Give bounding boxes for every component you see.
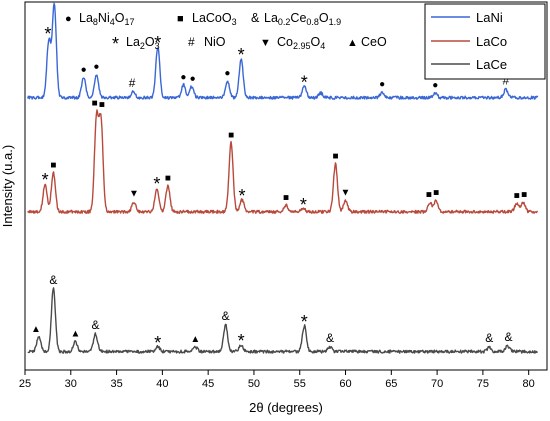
square-phase-marker: ■ [165,173,171,184]
phase-label-co295o4: Co2.95O4 [277,35,325,51]
x-tick-label-80: 80 [523,378,535,390]
circle-phase-marker: ● [432,80,438,91]
triangle-down-phase-marker: ▼ [341,188,351,199]
circle-phase-marker: ● [224,68,230,79]
square-phase-marker: ■ [283,192,289,203]
circle-phase-marker: ● [180,72,186,83]
legend-label-lace: LaCe [476,57,507,72]
asterisk-phase-marker: * [238,45,245,65]
hash-phase-marker: # [129,76,136,90]
triangle-down-marker-icon: ▼ [260,37,271,49]
triangle-up-phase-marker: ▲ [70,329,80,340]
phase-legend-item-lacoo3: ■ LaCoO3 [177,11,237,27]
triangle-up-phase-marker: ▲ [190,334,200,345]
square-marker-icon: ■ [177,13,184,25]
x-tick-label-60: 60 [339,378,351,390]
triangle-up-marker-icon: ▲ [347,37,358,49]
y-axis-label: Intensity (u.a.) [0,145,15,227]
x-axis: 25 30 35 40 45 50 55 60 65 70 75 80 [19,370,535,390]
phase-label-la2o3: La2O3 [126,35,160,51]
marker-layer: *●●●#*●●●**●●#*■■■▼*■■*■*■▼■■■■▲&▲&*▲&**… [31,0,527,353]
square-phase-marker: ■ [92,98,98,109]
legend-label-lani: LaNi [476,10,503,25]
asterisk-phase-marker: * [301,73,308,93]
ampersand-phase-marker: & [49,273,57,287]
square-phase-marker: ■ [228,130,234,141]
ampersand-phase-marker: & [326,331,334,345]
phase-legend-item-ceo: ▲ CeO [347,35,387,49]
square-phase-marker: ■ [521,190,527,201]
ampersand-phase-marker: & [91,318,99,332]
phase-legend-item-la8ni4o17: ● La8Ni4O17 [65,11,135,27]
asterisk-phase-marker: * [154,333,161,353]
triangle-down-phase-marker: ▼ [129,189,139,200]
phase-legend: ● La8Ni4O17 ■ LaCoO3 & La0.2Ce0.8O1.9 * … [65,11,387,54]
x-tick-label-75: 75 [477,378,489,390]
circle-marker-icon: ● [65,13,72,25]
square-phase-marker: ■ [50,160,56,171]
series-line-lani [27,2,539,100]
circle-phase-marker: ● [81,64,87,75]
hash-marker-icon: # [188,35,195,49]
square-phase-marker: ■ [99,100,105,111]
x-tick-label-65: 65 [385,378,397,390]
x-tick-label-45: 45 [202,378,214,390]
series-line-laco [27,109,539,214]
asterisk-phase-marker: * [154,33,161,53]
asterisk-phase-marker: * [238,186,245,206]
hash-phase-marker: # [502,73,509,87]
asterisk-phase-marker: * [300,195,307,215]
phase-label-lacoo3: LaCoO3 [192,11,237,27]
x-tick-label-35: 35 [110,378,122,390]
asterisk-phase-marker: * [153,174,160,194]
x-tick-label-55: 55 [294,378,306,390]
x-tick-label-40: 40 [156,378,168,390]
asterisk-phase-marker: * [42,170,49,190]
x-tick-label-30: 30 [65,378,77,390]
series-line-lace [27,287,538,354]
series-layer [27,2,539,354]
ampersand-phase-marker: & [504,330,512,344]
x-axis-label: 2θ (degrees) [249,400,323,415]
asterisk-phase-marker: * [238,331,245,351]
phase-legend-item-co295o4: ▼ Co2.95O4 [260,35,325,51]
circle-phase-marker: ● [190,74,196,85]
circle-phase-marker: ● [93,62,99,73]
asterisk-marker-icon: * [112,34,119,54]
phase-legend-item-nio: # NiO [188,35,226,49]
ampersand-phase-marker: & [485,331,493,345]
phase-legend-item-la02ce08o19: & La0.2Ce0.8O1.9 [251,11,341,27]
square-phase-marker: ■ [433,188,439,199]
phase-label-nio: NiO [204,35,226,49]
phase-label-ceo: CeO [361,35,387,49]
circle-phase-marker: ● [379,79,385,90]
circle-phase-marker: ● [51,0,57,2]
asterisk-phase-marker: * [301,312,308,332]
ampersand-phase-marker: & [222,309,230,323]
phase-legend-item-la2o3: * La2O3 [112,34,160,54]
ampersand-marker-icon: & [251,11,260,25]
square-phase-marker: ■ [514,190,520,201]
phase-label-la8ni4o17: La8Ni4O17 [79,11,135,27]
legend-label-laco: LaCo [476,34,507,49]
x-tick-label-70: 70 [431,378,443,390]
square-phase-marker: ■ [332,151,338,162]
square-phase-marker: ■ [426,190,432,201]
x-tick-label-50: 50 [248,378,260,390]
asterisk-phase-marker: * [44,24,51,44]
x-tick-label-25: 25 [19,378,31,390]
triangle-up-phase-marker: ▲ [31,324,41,335]
series-legend: LaNi LaCo LaCe [424,3,546,80]
